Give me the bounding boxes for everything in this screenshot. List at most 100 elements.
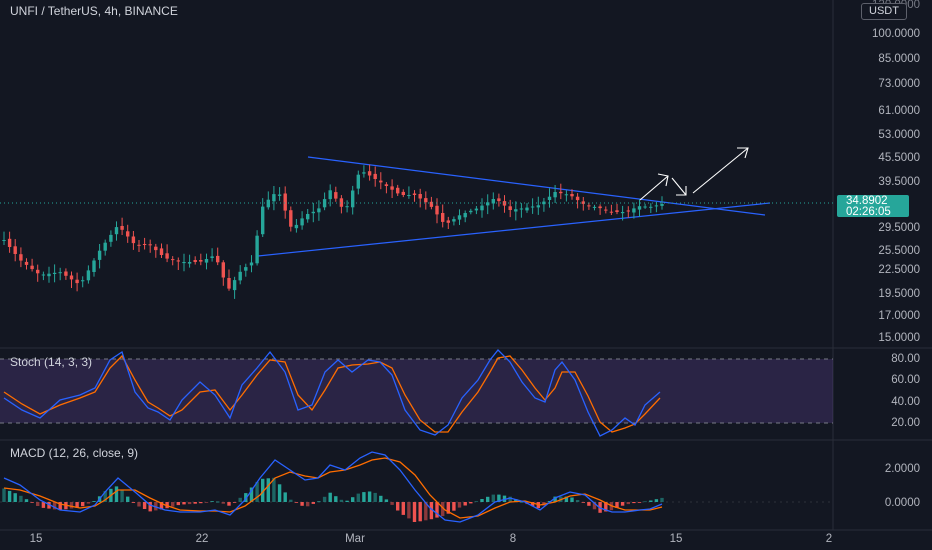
macd-histogram-bar (373, 492, 377, 502)
stoch-label[interactable]: Stoch (14, 3, 3) (10, 355, 93, 369)
price-label: 53.0000 (878, 129, 920, 141)
candle (643, 206, 647, 208)
macd-histogram-bar (238, 497, 242, 502)
candle (367, 171, 372, 176)
macd-histogram-bar (126, 496, 130, 502)
macd-histogram-bar (643, 501, 647, 503)
triangle-lower-line (257, 202, 771, 257)
macd-histogram-bar (351, 497, 355, 502)
macd-histogram-bar (86, 502, 91, 504)
macd-histogram-bar (356, 493, 360, 502)
candle (356, 174, 360, 189)
macd-histogram-bar (587, 502, 591, 506)
last-price-badge (837, 195, 909, 217)
candle (238, 271, 242, 281)
macd-histogram-bar (491, 494, 495, 502)
macd-histogram-bar (92, 501, 96, 502)
candle (604, 209, 608, 211)
macd-histogram-bar (131, 502, 136, 503)
macd-histogram-bar (24, 499, 29, 502)
candle (131, 236, 136, 244)
candle (311, 211, 315, 214)
candle (418, 194, 422, 199)
macd-histogram-bar (142, 502, 147, 509)
candle (384, 184, 389, 186)
macd-histogram-bar (227, 502, 231, 506)
symbol-title[interactable]: UNFI / TetherUS, 4h, BINANCE (10, 4, 178, 18)
macd-histogram-bar (19, 495, 23, 502)
macd-histogram-bar (632, 502, 636, 504)
candle (339, 198, 344, 207)
candle (564, 194, 569, 196)
time-label: 22 (195, 533, 209, 545)
candle (109, 234, 113, 242)
candle (289, 210, 293, 227)
macd-histogram-bar (592, 502, 597, 510)
macd-histogram-bar (463, 502, 467, 506)
macd-histogram-bar (30, 502, 34, 503)
candle (216, 255, 220, 263)
macd-axis-label: 2.0000 (884, 463, 920, 475)
macd-histogram-bar (519, 501, 524, 503)
macd-histogram-bar (345, 500, 349, 502)
candle (412, 193, 417, 195)
macd-histogram-bar (306, 502, 310, 507)
macd-histogram-bar (469, 502, 473, 504)
candle (570, 194, 574, 197)
candle (199, 260, 203, 262)
projection-arrows[interactable] (639, 147, 749, 201)
time-label: 15 (669, 533, 683, 545)
currency-button[interactable]: USDT (861, 3, 907, 20)
macd-label[interactable]: MACD (12, 26, close, 9) (10, 446, 139, 460)
candle (373, 173, 377, 179)
bar-countdown: 02:26:05 (846, 206, 891, 218)
macd-histogram-bar (2, 488, 6, 502)
candle (542, 201, 546, 205)
candle (328, 190, 332, 200)
triangle-pattern-lines[interactable] (257, 156, 771, 257)
candle (525, 207, 529, 211)
candle (142, 244, 147, 245)
stoch-d-line (3, 354, 661, 433)
candle (424, 198, 428, 203)
candle (559, 191, 563, 194)
candle (24, 261, 29, 265)
macd-histogram-bar (249, 487, 254, 502)
price-label: 25.5000 (878, 245, 920, 257)
candle (626, 210, 630, 212)
candle (114, 227, 119, 235)
candle (75, 279, 79, 284)
macd-histogram-bar (171, 502, 175, 507)
candle (120, 226, 124, 230)
candle (351, 190, 355, 208)
price-label: 45.5000 (878, 152, 920, 164)
macd-histogram-bar (221, 502, 225, 504)
candle (261, 206, 265, 235)
candle (620, 212, 625, 214)
candle (255, 235, 259, 264)
stoch-axis-label: 80.00 (891, 353, 920, 365)
macd-histogram-bar (626, 502, 630, 505)
macd-histogram-bar (486, 496, 490, 502)
price-label: 100.0000 (872, 28, 920, 40)
macd-histogram-bar (328, 492, 332, 502)
candle (41, 274, 46, 276)
macd-histogram-bar (362, 492, 366, 502)
candle (277, 194, 282, 196)
candle (446, 220, 450, 223)
macd-line (3, 451, 663, 523)
price-label: 73.0000 (878, 78, 920, 90)
stoch-pane (0, 349, 833, 437)
candle (649, 206, 653, 208)
price-label: 19.5000 (878, 288, 920, 300)
arrow-up-1 (639, 175, 669, 201)
candle (547, 196, 552, 200)
candle (47, 273, 51, 277)
candle (379, 180, 383, 183)
candle (232, 280, 237, 291)
macd-histogram-bar (615, 502, 619, 508)
macd-histogram-bar (441, 502, 445, 517)
candle (480, 205, 484, 211)
